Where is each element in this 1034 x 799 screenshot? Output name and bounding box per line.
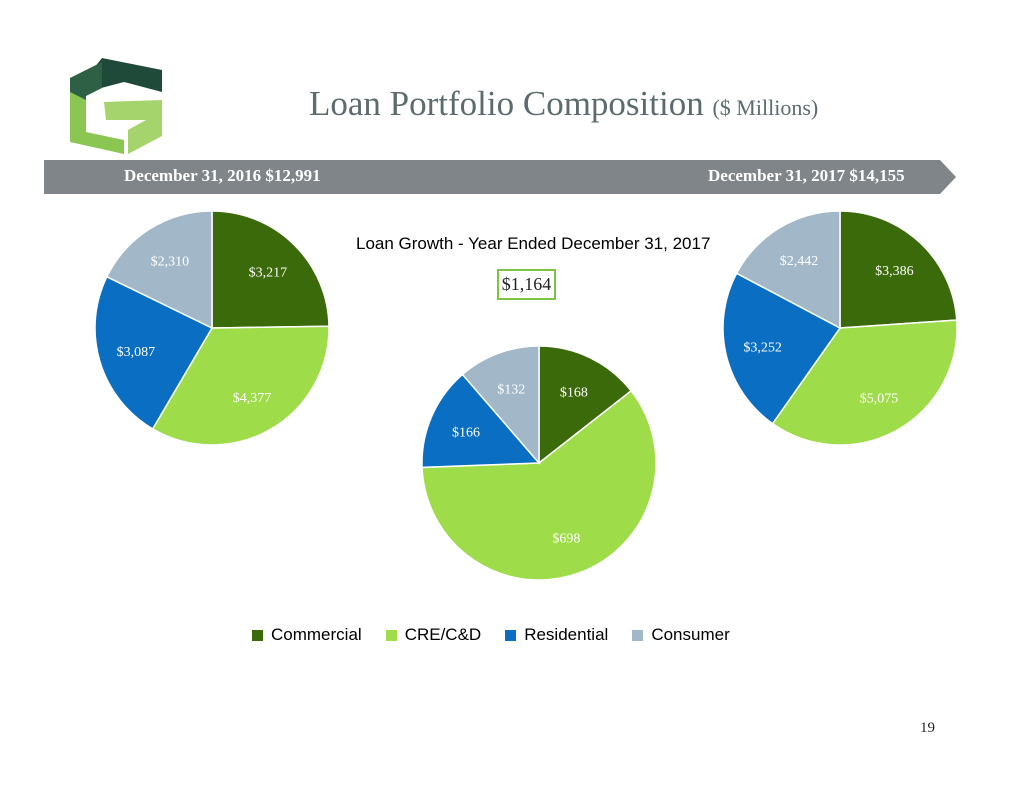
page-number: 19 bbox=[920, 720, 935, 736]
pie-2017-label-consumer: $2,442 bbox=[780, 254, 819, 269]
pie-2017-label-commercial: $3,386 bbox=[875, 264, 914, 279]
banner-right-label: December 31, 2017 $14,155 bbox=[708, 166, 905, 185]
pie-2016-slice-cre bbox=[151, 325, 330, 446]
pie-2017-label-cre: $5,075 bbox=[860, 391, 899, 406]
pie-2016-label-commercial: $3,217 bbox=[249, 265, 288, 280]
legend-label-cre: CRE/C&D bbox=[404, 625, 482, 644]
pie-2017-slice-consumer bbox=[735, 210, 841, 330]
pie-2016-label-residential: $3,087 bbox=[117, 345, 156, 360]
pie-2017-label-residential: $3,252 bbox=[743, 341, 782, 356]
pie-2017-slice-residential bbox=[722, 272, 842, 425]
page-title: Loan Portfolio Composition ($ Millions) bbox=[309, 84, 819, 123]
pie-2017: $3,386 $5,075 $3,252 $2,442 bbox=[722, 210, 958, 446]
legend-label-commercial: Commercial bbox=[271, 625, 362, 644]
legend-swatch-cre bbox=[385, 629, 397, 641]
pie-growth-label-cre: $698 bbox=[552, 532, 580, 547]
pie-2017-slice-commercial bbox=[839, 210, 958, 329]
legend-swatch-consumer bbox=[632, 629, 644, 641]
pie-2017-slice-cre bbox=[771, 319, 958, 446]
pie-2016-slice-consumer bbox=[105, 210, 213, 330]
legend-item-commercial: Commercial bbox=[252, 625, 362, 645]
legend-label-residential: Residential bbox=[524, 625, 609, 644]
growth-value-box: $1,164 bbox=[497, 269, 556, 300]
legend-item-consumer: Consumer bbox=[632, 625, 730, 645]
title-suffix: ($ Millions) bbox=[712, 95, 819, 120]
pie-growth-slice-commercial bbox=[538, 345, 633, 465]
pie-growth-label-consumer: $132 bbox=[497, 382, 525, 397]
legend-label-consumer: Consumer bbox=[651, 625, 730, 644]
bank-logo-icon bbox=[70, 58, 162, 154]
legend-swatch-commercial bbox=[252, 629, 263, 641]
pie-2016-label-cre: $4,377 bbox=[233, 391, 272, 406]
pie-2016-slice-residential bbox=[94, 275, 214, 430]
pie-growth-slice-residential bbox=[421, 373, 541, 469]
legend-item-cre: CRE/C&D bbox=[385, 625, 482, 645]
legend-swatch-residential bbox=[505, 629, 517, 641]
date-banner bbox=[44, 160, 956, 194]
pie-2016: $3,217 $4,377 $3,087 $2,310 bbox=[94, 210, 330, 446]
pie-growth: $168 $698 $166 $132 bbox=[421, 345, 657, 581]
legend-item-residential: Residential bbox=[505, 625, 608, 645]
chart-legend: Commercial CRE/C&D Residential Consumer bbox=[252, 625, 730, 645]
growth-label: Loan Growth - Year Ended December 31, 20… bbox=[356, 234, 711, 253]
pie-2016-slice-commercial bbox=[211, 210, 330, 329]
pie-growth-label-residential: $166 bbox=[452, 425, 480, 440]
pie-growth-slice-cre bbox=[421, 389, 657, 581]
pie-growth-slice-consumer bbox=[461, 345, 540, 466]
banner-left-label: December 31, 2016 $12,991 bbox=[124, 166, 321, 185]
pie-2016-label-consumer: $2,310 bbox=[151, 255, 190, 270]
pie-growth-label-commercial: $168 bbox=[560, 385, 588, 400]
